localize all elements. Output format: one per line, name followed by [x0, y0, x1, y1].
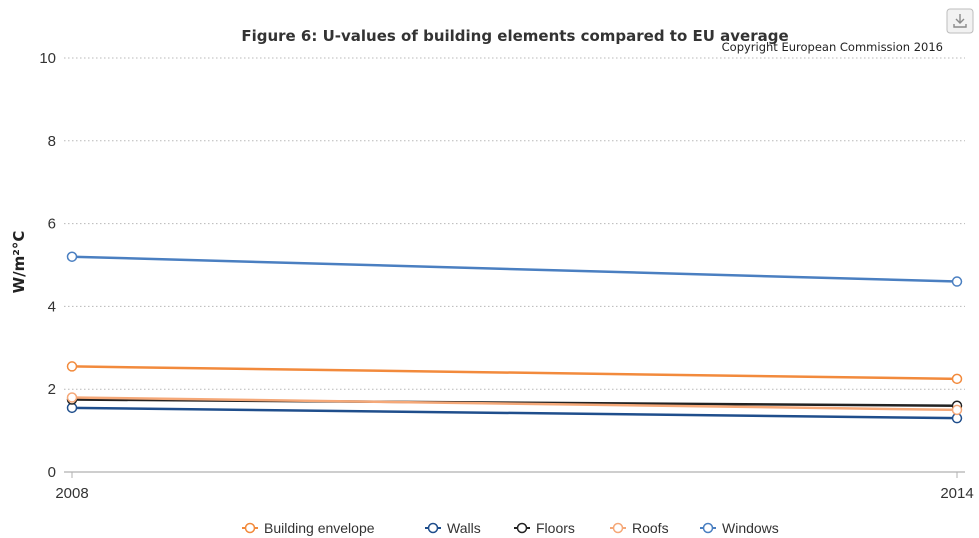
series-line: [71, 255, 958, 283]
download-icon: [953, 14, 967, 28]
legend-label: Building envelope: [264, 520, 375, 536]
y-tick-label: 2: [48, 381, 56, 398]
legend-item[interactable]: Roofs: [610, 520, 669, 536]
y-tick-label: 0: [48, 464, 56, 481]
series-line: [71, 365, 958, 381]
series-line: [71, 406, 958, 420]
data-point[interactable]: [951, 404, 963, 416]
legend-item[interactable]: Windows: [700, 520, 779, 536]
legend-item[interactable]: Floors: [514, 520, 575, 536]
y-tick-label: 6: [48, 216, 56, 233]
legend-item[interactable]: Building envelope: [242, 520, 375, 536]
chart-copyright: Copyright European Commission 2016: [722, 40, 943, 54]
legend-label: Windows: [722, 520, 779, 536]
legend-label: Roofs: [632, 520, 669, 536]
legend-marker: [427, 522, 439, 534]
y-tick-label: 4: [48, 298, 56, 315]
data-point[interactable]: [951, 276, 963, 287]
x-tick-label: 2014: [940, 485, 973, 502]
series-building-envelope[interactable]: [66, 361, 963, 385]
y-tick-label: 10: [39, 50, 56, 67]
series-walls[interactable]: [66, 402, 963, 424]
series-layer: [66, 251, 963, 424]
series-roofs[interactable]: [66, 392, 963, 416]
legend-marker: [612, 522, 624, 534]
data-point[interactable]: [951, 373, 963, 385]
data-point[interactable]: [66, 361, 78, 372]
legend-label: Floors: [536, 520, 575, 536]
download-button[interactable]: [946, 8, 974, 34]
legend[interactable]: Building envelope Walls Floors Roofs Windows: [242, 520, 779, 536]
series-windows[interactable]: [66, 251, 963, 287]
axis-layer: 0 2 4 6 8 10 2008 2014: [39, 50, 973, 502]
data-point[interactable]: [66, 392, 78, 403]
legend-marker: [244, 522, 256, 534]
x-tick-label: 2008: [55, 485, 88, 502]
legend-marker: [702, 522, 714, 534]
legend-item[interactable]: Walls: [425, 520, 481, 536]
legend-marker: [516, 522, 528, 534]
y-tick-label: 8: [48, 133, 56, 150]
chart-title: Figure 6: U-values of building elements …: [241, 27, 788, 45]
data-point[interactable]: [66, 251, 78, 262]
y-axis-label: W/m²°C: [10, 231, 28, 294]
series-line: [71, 396, 958, 412]
grid-layer: [64, 57, 965, 390]
legend-label: Walls: [447, 520, 481, 536]
